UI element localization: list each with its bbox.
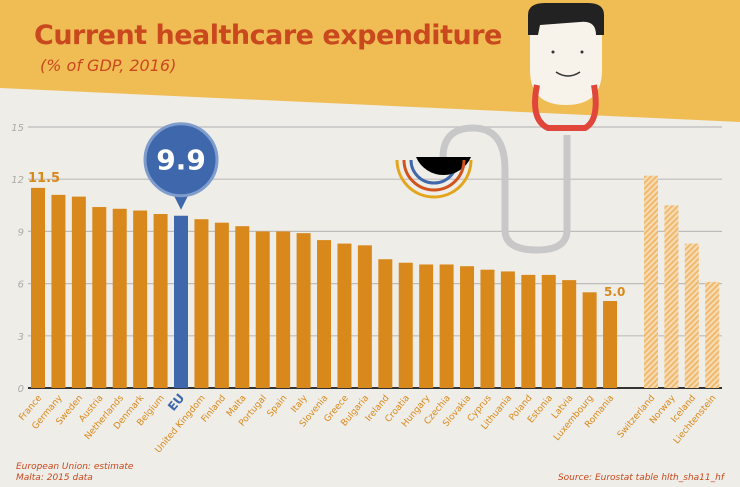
bar-ireland <box>378 259 393 388</box>
bar-norway <box>664 205 679 388</box>
bar-iceland <box>684 243 699 388</box>
bar-cyprus <box>480 269 495 388</box>
eu-callout-bubble <box>143 122 219 198</box>
chart-subtitle: (% of GDP, 2016) <box>40 56 177 75</box>
bar-france <box>31 187 45 388</box>
bar-finland <box>214 222 229 388</box>
source-note: Source: Eurostat table hlth_sha11_hf <box>557 473 724 483</box>
bar-eu <box>174 215 189 388</box>
data-label-eu: 9.9 <box>156 144 206 177</box>
footnote-eu: European Union: estimate <box>16 462 134 472</box>
bar-luxembourg <box>582 292 597 388</box>
bar-romania <box>603 301 618 388</box>
x-tick-label: EU <box>165 391 187 414</box>
y-tick-label: 3 <box>18 332 24 343</box>
bar-estonia <box>541 274 556 388</box>
stethoscope-illustration <box>395 3 604 254</box>
bar-spain <box>276 231 291 388</box>
bar-germany <box>51 194 66 388</box>
bar-netherlands <box>112 208 127 388</box>
chart-title: Current healthcare expenditure <box>34 20 502 51</box>
bar-lithuania <box>500 271 515 388</box>
eu-callout-pointer <box>173 193 190 210</box>
bar-liechtenstein <box>705 281 720 388</box>
data-label: 5.0 <box>604 285 625 299</box>
bar-belgium <box>153 214 168 388</box>
x-tick-label: Spain <box>266 394 290 420</box>
bar-croatia <box>398 262 413 388</box>
y-tick-label: 6 <box>18 280 24 291</box>
data-label: 11.5 <box>28 171 60 186</box>
bar-denmark <box>133 210 148 388</box>
bar-poland <box>521 274 536 388</box>
y-tick-label: 15 <box>11 123 24 134</box>
bar-malta <box>235 226 250 388</box>
y-tick-label: 0 <box>18 384 24 395</box>
bar-switzerland <box>644 175 658 388</box>
footnotes: European Union: estimate Malta: 2015 dat… <box>16 462 133 484</box>
bar-latvia <box>562 280 577 388</box>
bar-portugal <box>255 231 270 388</box>
bar-austria <box>92 207 107 388</box>
bar-slovenia <box>317 240 332 388</box>
bar-slovakia <box>460 266 475 388</box>
bar-sweden <box>71 196 86 388</box>
bar-hungary <box>419 264 434 388</box>
bar-czechia <box>439 264 454 388</box>
footnote-malta: Malta: 2015 data <box>16 473 93 483</box>
y-tick-label: 9 <box>18 227 24 238</box>
bar-united-kingdom <box>194 219 209 388</box>
bar-greece <box>337 243 352 388</box>
bar-italy <box>296 233 311 388</box>
y-tick-label: 12 <box>11 175 24 186</box>
bar-bulgaria <box>357 245 372 388</box>
